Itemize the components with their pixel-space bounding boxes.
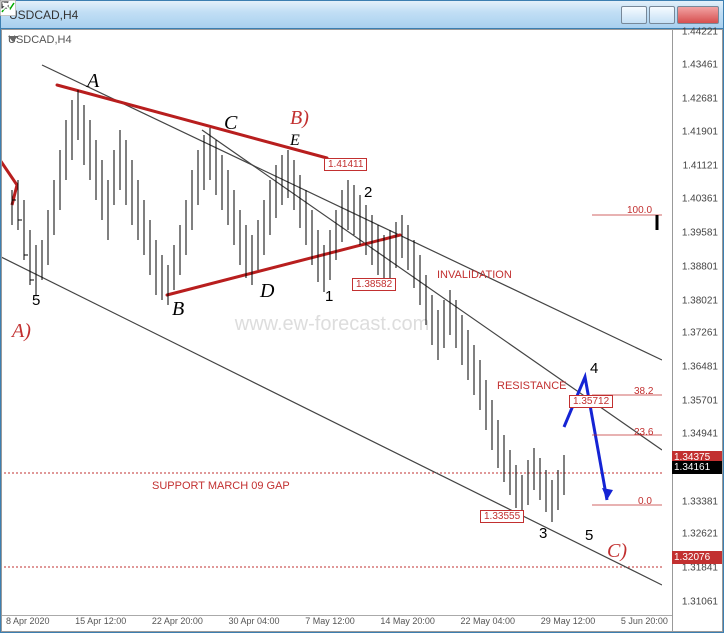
- resistance-label: RESISTANCE: [497, 380, 566, 392]
- wave-C: C: [224, 112, 237, 135]
- y-tick: 1.36481: [682, 362, 718, 373]
- y-tick: 1.32621: [682, 529, 718, 540]
- watermark: www.ew-forecast.com: [234, 313, 430, 335]
- y-tick: 1.40361: [682, 194, 718, 205]
- chart-window: USDCAD,H4 USDCAD,H4 www.ew-forecast.com: [0, 0, 724, 633]
- wave-5b: 5: [585, 527, 593, 544]
- x-axis: 8 Apr 2020 15 Apr 12:00 22 Apr 20:00 30 …: [2, 615, 672, 629]
- wave-1: 1: [325, 288, 333, 305]
- content: USDCAD,H4 www.ew-forecast.com: [1, 29, 723, 632]
- y-tick: 1.41901: [682, 127, 718, 138]
- fib-236: 23.6: [634, 427, 653, 438]
- support-gap-label: SUPPORT MARCH 09 GAP: [152, 480, 290, 492]
- minimize-button[interactable]: [621, 6, 647, 24]
- wave-Bp: B): [290, 107, 309, 130]
- y-tick: 1.35701: [682, 396, 718, 407]
- wave-5top: 5: [32, 292, 40, 309]
- window-title: USDCAD,H4: [9, 8, 621, 22]
- y-tick: 1.37261: [682, 328, 718, 339]
- price-chart: www.ew-forecast.com: [2, 30, 662, 616]
- wave-A: A: [87, 70, 99, 93]
- y-tick: 1.31841: [682, 563, 718, 574]
- y-tick: 1.38021: [682, 295, 718, 306]
- y-tick: 1.33381: [682, 496, 718, 507]
- fib-0: 0.0: [638, 496, 652, 507]
- titlebar[interactable]: USDCAD,H4: [1, 1, 723, 29]
- pricebox-2: 1.38582: [352, 278, 396, 291]
- wave-E: E: [290, 132, 300, 150]
- wave-4: 4: [590, 360, 598, 377]
- price-marker-current: 1.34161: [672, 461, 722, 474]
- y-tick: 1.38801: [682, 261, 718, 272]
- wave-Ap: A): [12, 320, 31, 343]
- wave-B: B: [172, 298, 184, 321]
- window-buttons: [621, 6, 723, 24]
- y-tick: 1.31061: [682, 597, 718, 608]
- y-tick: 1.44221: [682, 27, 718, 38]
- wave-2: 2: [364, 184, 372, 201]
- chart-area[interactable]: USDCAD,H4 www.ew-forecast.com: [1, 29, 673, 632]
- y-tick: 1.41121: [683, 161, 718, 172]
- y-tick: 1.34941: [682, 428, 718, 439]
- y-tick: 1.42681: [682, 93, 718, 104]
- pricebox-4: 1.33555: [480, 510, 524, 523]
- maximize-button[interactable]: [649, 6, 675, 24]
- close-button[interactable]: [677, 6, 719, 24]
- wave-Cp: C): [607, 540, 627, 563]
- y-axis: 1.44221 1.43461 1.42681 1.41901 1.41121 1.403…: [673, 29, 723, 632]
- wave-3: 3: [539, 525, 547, 542]
- wave-D: D: [260, 280, 274, 303]
- invalidation-label: INVALIDATION: [437, 269, 512, 281]
- y-tick: 1.39581: [682, 227, 718, 238]
- pricebox-3: 1.35712: [569, 395, 613, 408]
- fib-382: 38.2: [634, 386, 653, 397]
- pricebox-1: 1.41411: [324, 158, 367, 171]
- y-tick: 1.43461: [682, 59, 718, 70]
- fib-100: 100.0: [627, 205, 652, 216]
- price-marker-lower: 1.32076: [672, 551, 722, 564]
